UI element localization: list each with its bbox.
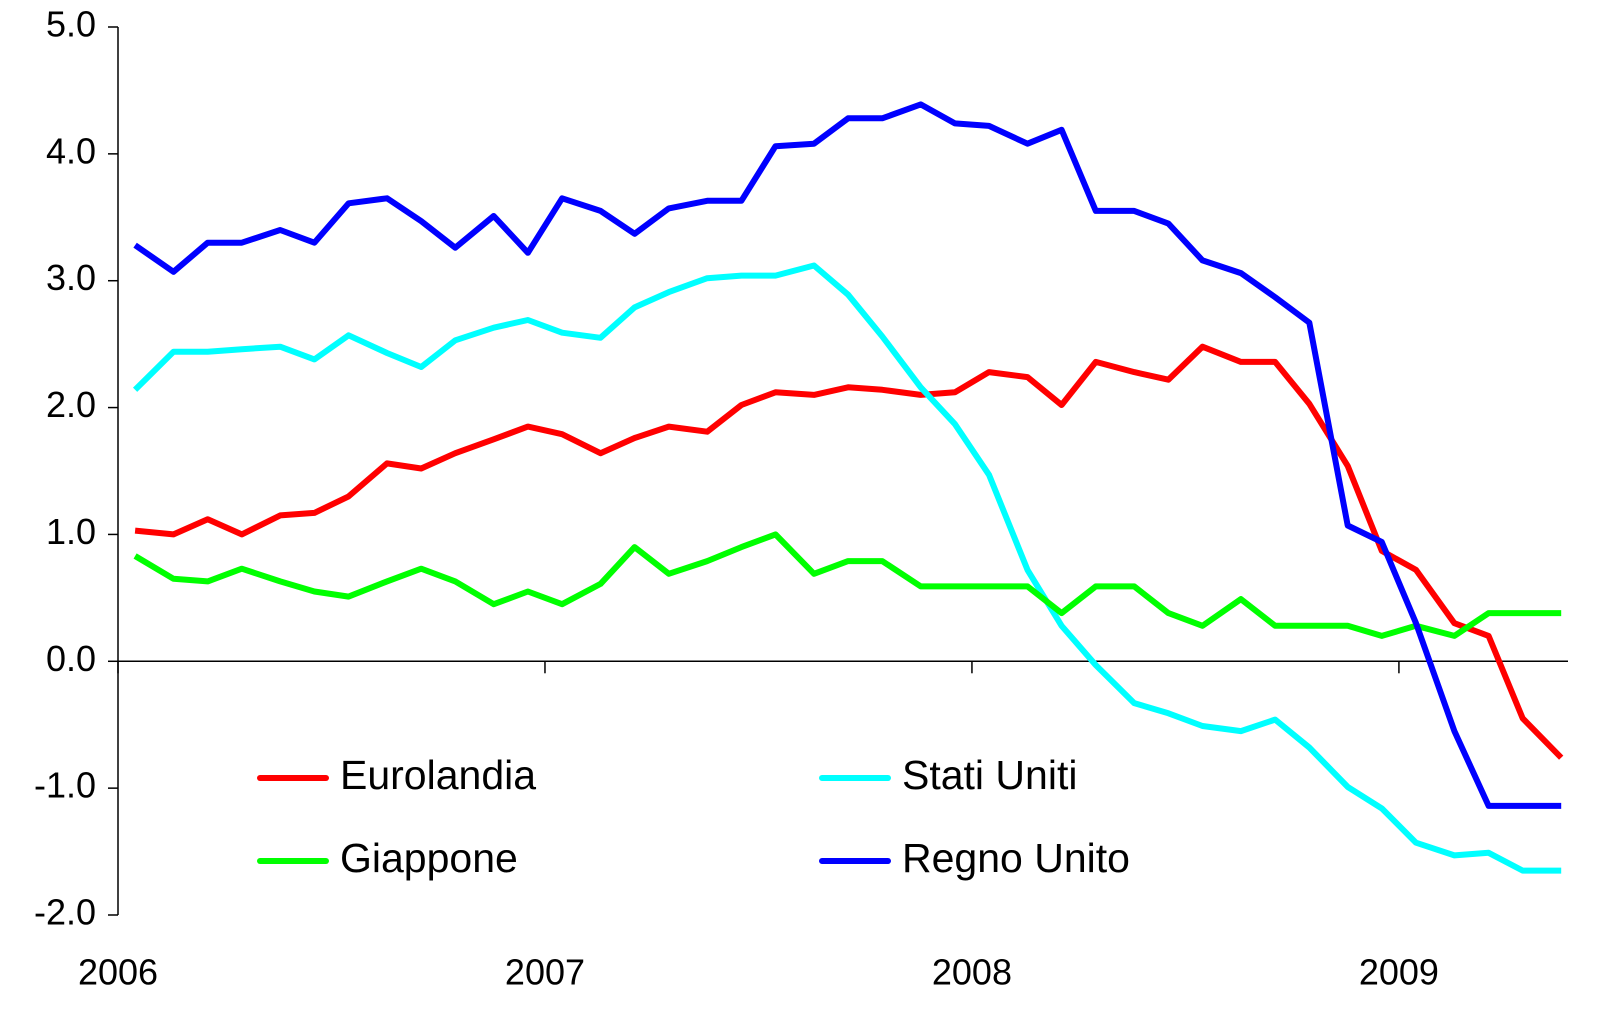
x-tick-label: 2007 <box>505 952 585 993</box>
series-line <box>134 343 1564 760</box>
x-tick-label: 2009 <box>1359 952 1439 993</box>
legend-label: Giappone <box>340 835 518 881</box>
legend-label: Stati Uniti <box>902 752 1077 798</box>
x-tick-label: 2006 <box>78 952 158 993</box>
series-line <box>133 101 1562 809</box>
y-tick-label: 2.0 <box>46 384 96 425</box>
y-tick-label: 5.0 <box>46 4 96 45</box>
y-tick-label: -2.0 <box>34 892 96 933</box>
series-line <box>132 262 1562 874</box>
y-tick-label: -1.0 <box>34 765 96 806</box>
legend-label: Eurolandia <box>340 752 536 798</box>
series-line <box>133 531 1562 639</box>
y-tick-label: 4.0 <box>46 130 96 171</box>
x-tick-label: 2008 <box>932 952 1012 993</box>
y-tick-label: 1.0 <box>46 511 96 552</box>
y-tick-label: 3.0 <box>46 257 96 298</box>
y-tick-label: 0.0 <box>46 638 96 679</box>
legend-label: Regno Unito <box>902 835 1130 881</box>
